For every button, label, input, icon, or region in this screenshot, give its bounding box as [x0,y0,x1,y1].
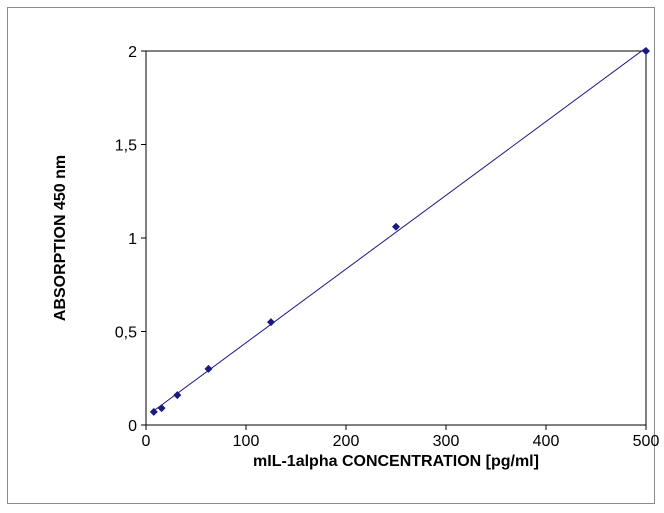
x-tick-label: 500 [633,433,660,450]
y-axis-title: ABSORPTION 450 nm [52,155,69,321]
series [149,47,650,416]
y-tick-label: 2 [128,44,137,61]
plot-area [145,50,647,426]
data-point [149,407,158,416]
data-point [392,222,400,231]
y-tick-label: 0 [128,418,137,435]
y-axis: 0 0,5 1 1,5 2 [115,44,146,435]
data-point [204,364,213,373]
trendline [153,47,647,412]
x-tick-label: 300 [433,433,460,450]
data-point [157,404,166,413]
y-tick-label: 1 [128,231,137,248]
x-tick-label: 200 [333,433,360,450]
x-axis-title: mIL-1alpha CONCENTRATION [pg/ml] [253,453,539,470]
data-point [642,47,650,55]
x-axis: 0 100 200 300 400 500 [142,425,660,450]
data-point [173,391,182,400]
y-tick-label: 1,5 [115,138,137,155]
x-tick-label: 400 [533,433,560,450]
x-tick-label: 0 [142,433,151,450]
y-tick-label: 0,5 [115,325,137,342]
x-tick-label: 100 [233,433,260,450]
data-point [267,318,275,327]
